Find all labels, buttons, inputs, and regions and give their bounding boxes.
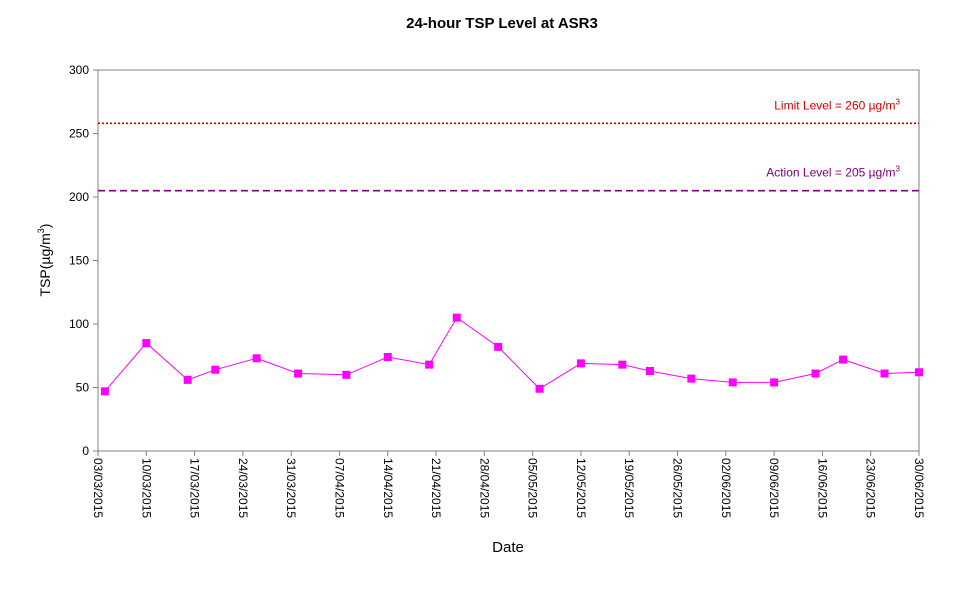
x-tick-label: 26/05/2015 <box>671 458 685 518</box>
x-tick-label: 02/06/2015 <box>719 458 733 518</box>
data-point-marker <box>211 365 220 374</box>
y-axis-label-main: TSP( <box>37 264 53 296</box>
data-point-marker <box>100 387 109 396</box>
data-point-marker <box>383 353 392 362</box>
data-point-marker <box>494 342 503 351</box>
y-tick-label: 250 <box>69 127 89 141</box>
reference-line-label-text: Limit Level = 260 µg/m <box>774 98 895 112</box>
plot-area <box>97 69 920 452</box>
x-tick-label: 23/06/2015 <box>864 458 878 518</box>
x-tick-label: 31/03/2015 <box>284 458 298 518</box>
data-point-marker <box>183 375 192 384</box>
data-point-marker <box>535 384 544 393</box>
x-tick-label: 05/05/2015 <box>526 458 540 518</box>
y-axis: 0 50 100 150 200 250 300 <box>69 63 98 458</box>
y-axis-label-unit: µg/m <box>37 233 53 264</box>
chart-title: 24-hour TSP Level at ASR3 <box>406 15 598 32</box>
y-axis-label-sup: 3 <box>36 228 46 233</box>
reference-line-label-sup: 3 <box>896 97 901 106</box>
data-point-marker <box>880 369 889 378</box>
y-tick-label: 50 <box>76 381 90 395</box>
data-point-marker <box>811 369 820 378</box>
reference-line-label: Action Level = 205 µg/m3 <box>766 165 900 180</box>
data-point-marker <box>770 378 779 387</box>
x-axis-label: Date <box>492 539 524 556</box>
y-tick-label: 200 <box>69 190 89 204</box>
data-point-marker <box>294 369 303 378</box>
data-point-marker <box>342 370 351 379</box>
y-tick-label: 0 <box>82 444 89 458</box>
x-tick-label: 19/05/2015 <box>622 458 636 518</box>
x-tick-label: 16/06/2015 <box>815 458 829 518</box>
reference-line-label-text: Action Level = 205 µg/m <box>766 166 895 180</box>
y-axis-label-close: ) <box>37 224 53 229</box>
data-point-marker <box>252 354 261 363</box>
x-tick-label: 07/04/2015 <box>332 458 346 518</box>
x-tick-label: 28/04/2015 <box>477 458 491 518</box>
x-tick-label: 09/06/2015 <box>767 458 781 518</box>
data-point-marker <box>839 355 848 364</box>
y-tick-label: 100 <box>69 317 89 331</box>
data-series <box>100 313 923 396</box>
series-line <box>104 316 920 392</box>
data-point-marker <box>142 339 151 348</box>
x-tick-label: 12/05/2015 <box>574 458 588 518</box>
data-point-marker <box>452 313 461 322</box>
data-point-marker <box>618 360 627 369</box>
y-tick-label: 150 <box>69 254 89 268</box>
data-point-marker <box>728 378 737 387</box>
data-point-marker <box>915 368 923 377</box>
reference-line-label-sup: 3 <box>896 165 901 174</box>
x-tick-label: 03/03/2015 <box>91 458 105 518</box>
data-point-marker <box>687 374 696 383</box>
reference-line-label: Limit Level = 260 µg/m3 <box>774 97 900 112</box>
x-tick-label: 30/06/2015 <box>912 458 926 518</box>
x-tick-label: 17/03/2015 <box>188 458 202 518</box>
x-tick-label: 21/04/2015 <box>429 458 443 518</box>
x-tick-label: 24/03/2015 <box>236 458 250 518</box>
x-tick-label: 10/03/2015 <box>139 458 153 518</box>
x-tick-label: 14/04/2015 <box>381 458 395 518</box>
data-point-marker <box>645 366 654 375</box>
y-tick-label: 300 <box>69 63 89 77</box>
y-axis-label: TSP(µg/m3) <box>36 224 53 297</box>
x-axis: 03/03/2015 10/03/2015 17/03/2015 24/03/2015… <box>91 451 926 518</box>
data-point-marker <box>576 359 585 368</box>
data-point-marker <box>425 360 434 369</box>
